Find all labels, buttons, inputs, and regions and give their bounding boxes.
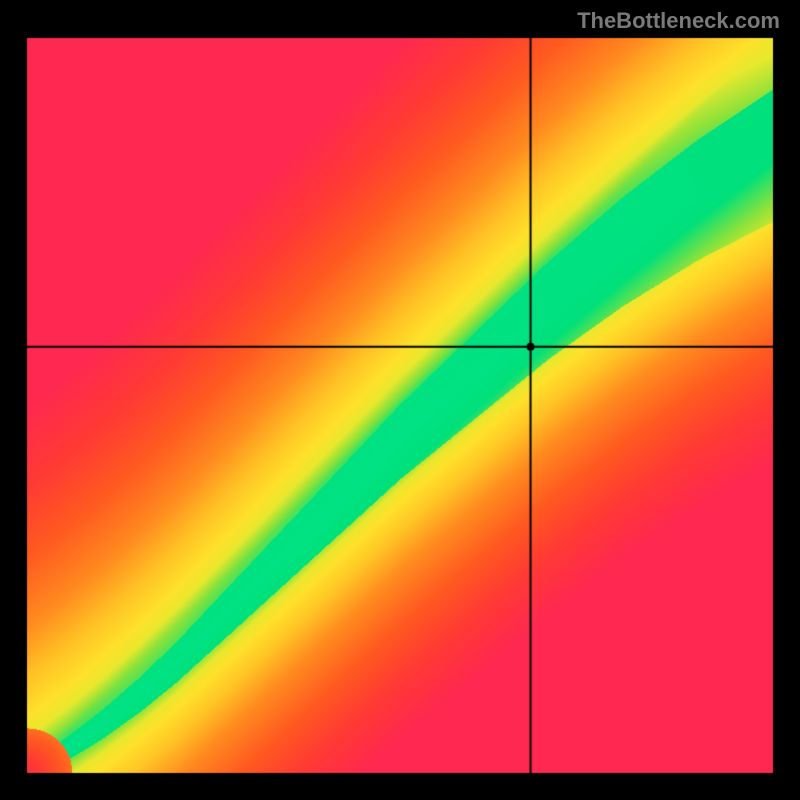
watermark-text: TheBottleneck.com bbox=[577, 8, 780, 34]
chart-container: TheBottleneck.com bbox=[0, 0, 800, 800]
bottleneck-heatmap bbox=[0, 0, 800, 800]
